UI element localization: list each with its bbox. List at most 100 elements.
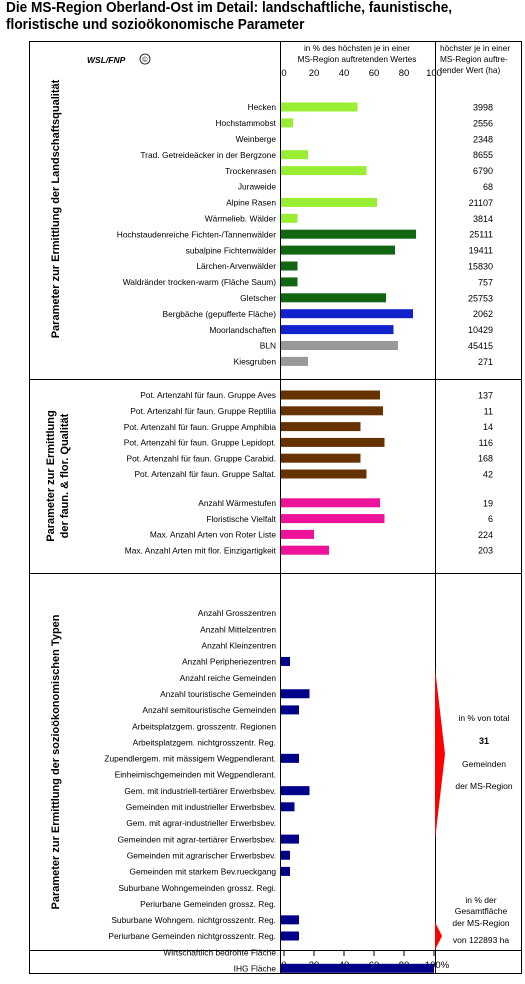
row-label: Anzahl Peripheriezentren [182, 657, 276, 667]
row-label: IHG Fläche [234, 964, 277, 974]
chart-row: Einheimischgemeinden mit Wegpendlerant. [115, 770, 276, 780]
chart-row: Weinberge 2348 [236, 134, 493, 144]
chart-row: Zupendlergem. mit mässigem Wegpendlerant… [104, 754, 299, 764]
bar [281, 931, 299, 941]
row-label: Gemeinden mit agrarischer Erwerbsbev. [127, 850, 276, 860]
annotation-area-line-1: in % der [465, 895, 496, 905]
chart-row: Anzahl Kleinzentren [202, 641, 277, 651]
chart-row: Anzahl Grosszentren [198, 608, 277, 618]
max-value: 168 [478, 454, 493, 464]
max-value: 224 [478, 530, 493, 540]
row-label: Wirtschaftlich bedrohte Fläche [163, 947, 276, 957]
row-label: Pot. Artenzahl für faun. Gruppe Saltat. [134, 469, 276, 479]
row-label: Periurbane Gemeinden nichtgrosszentr. Re… [108, 931, 276, 941]
chart-header-line-2: MS-Region auftretenden Wertes [298, 54, 417, 64]
chart-row: Anzahl semitouristische Gemeinden [142, 705, 299, 715]
bar [281, 656, 290, 666]
chart-row: Max. Anzahl Arten mit flor. Einzigartigk… [125, 545, 493, 555]
max-value: 15830 [468, 262, 493, 272]
chart-row: Hecken 3998 [248, 102, 493, 112]
row-label: Kiesgruben [234, 357, 277, 367]
row-label: Pot. Artenzahl für faun. Gruppe Amphibia [124, 422, 277, 432]
row-label: Arbeitsplatzgem. grosszentr. Regionen [132, 721, 276, 731]
chart-row: Hochstammobst 2556 [215, 118, 493, 128]
chart-row: Periurbane Gemeinden nichtgrosszentr. Re… [108, 931, 299, 941]
chart-row: Kiesgruben 271 [234, 357, 493, 367]
bar [281, 245, 395, 255]
row-label: Arbeitsplatzgem. nichtgrosszentr. Reg. [133, 737, 276, 747]
value-header-line-1: höchster je in einer [440, 43, 510, 53]
row-label: Anzahl Kleinzentren [202, 641, 277, 651]
bar [281, 834, 299, 844]
max-value: 203 [478, 546, 493, 556]
chart-row: Juraweide 68 [238, 182, 493, 192]
max-value: 6790 [473, 166, 493, 176]
bar [281, 437, 385, 447]
chart-row: Gemeinden mit agrar-tertiärer Erwerbsbev… [117, 834, 299, 844]
max-value: 11 [484, 406, 493, 416]
chart-row: Gemeinden mit starkem Bev.rueckgang [130, 867, 290, 877]
red-wedge-municipalities [435, 668, 445, 840]
max-value: 19411 [469, 246, 493, 256]
max-value: 21107 [469, 198, 493, 208]
row-label: Anzahl touristische Gemeinden [160, 689, 276, 699]
row-label: Anzahl Wärmestufen [198, 498, 276, 508]
top-tick-label: 40 [339, 68, 350, 79]
top-tick-label: 80 [399, 68, 410, 79]
row-label: Alpine Rasen [226, 198, 276, 208]
chart-row: Periurbane Gemeinden grossz. Reg. [140, 899, 276, 909]
chart-row: Pot. Artenzahl für faun. Gruppe Carabid.… [127, 453, 493, 463]
max-value: 42 [483, 470, 493, 480]
chart-row: Lärchen-Arvenwälder 15830 [196, 261, 493, 271]
chart-row: Pot. Artenzahl für faun. Gruppe Amphibia… [124, 422, 493, 432]
top-tick-label: 60 [369, 68, 380, 79]
annotation-total-line-1: in % von total [458, 713, 509, 723]
bar [281, 422, 361, 432]
max-value: 19 [483, 498, 493, 508]
bar [281, 469, 367, 479]
bar [281, 356, 308, 366]
row-label: Pot. Artenzahl für faun. Gruppe Carabid. [127, 453, 276, 463]
bar [281, 197, 377, 207]
row-label: Gemeinden mit starkem Bev.rueckgang [130, 867, 277, 877]
bar [281, 277, 298, 287]
row-label: Anzahl Grosszentren [198, 608, 277, 618]
logo-text: WSL/FNP [87, 55, 126, 65]
annotation-area-line-3: der MS-Region [452, 918, 509, 928]
row-label: Lärchen-Arvenwälder [196, 261, 276, 271]
max-value: 10429 [468, 325, 493, 335]
annotation-total-line-3: der MS-Region [455, 781, 512, 791]
max-value: 271 [478, 357, 493, 367]
chart-row: Anzahl touristische Gemeinden [160, 689, 310, 699]
chart-row: Arbeitsplatzgem. grosszentr. Regionen [132, 721, 276, 731]
chart-row: BLN 45415 [260, 341, 493, 351]
max-value: 8655 [473, 150, 493, 160]
chart-row: subalpine Fichtenwälder 19411 [186, 245, 493, 255]
copyright-circle [139, 53, 151, 65]
row-label: Waldränder trocken-warm (Fläche Saum) [123, 277, 276, 287]
chart-row: Bergbäche (gepufferte Fläche) 2062 [163, 309, 493, 319]
chart-row: Wirtschaftlich bedrohte Fläche [163, 947, 276, 957]
max-value: 2556 [473, 118, 493, 128]
section-label-fauna-flora-2: der faun. & flor. Qualität [59, 413, 71, 538]
copyright-icon: © [142, 56, 148, 64]
chart-title: Die MS-Region Oberland-Ost im Detail: la… [6, 0, 490, 34]
chart-row: Trockenrasen 6790 [225, 166, 493, 176]
section-label-landscape: Parameter zur Ermittlung der Landschafts… [50, 79, 62, 338]
bar [281, 229, 416, 239]
row-label: Weinberge [236, 134, 277, 144]
bottom-tick-label: 100% [425, 960, 450, 971]
chart-row: Anzahl Mittelzentren [200, 624, 276, 634]
bar [281, 529, 314, 539]
max-value: 3814 [473, 214, 493, 224]
row-label: Juraweide [238, 182, 277, 192]
bar [281, 915, 299, 925]
max-value: 757 [478, 277, 493, 287]
chart-row: Anzahl Peripheriezentren [182, 657, 290, 667]
chart-row: Anzahl Wärmestufen 19 [198, 498, 493, 508]
bar [281, 850, 290, 860]
bar [281, 261, 298, 271]
chart-row: Moorlandschaften 10429 [209, 325, 493, 335]
bar [281, 166, 367, 176]
